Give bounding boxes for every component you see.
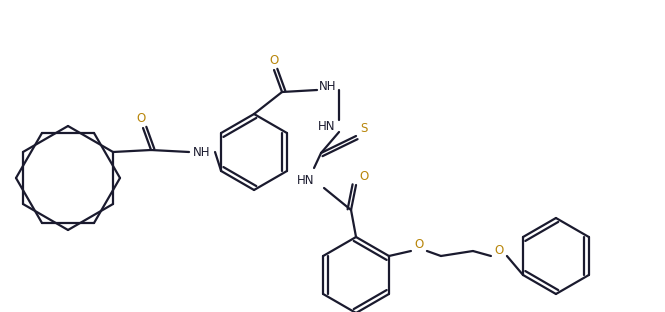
Text: S: S: [360, 121, 368, 134]
Text: HN: HN: [319, 119, 336, 133]
Text: O: O: [414, 238, 424, 251]
Text: O: O: [269, 53, 279, 66]
Text: NH: NH: [194, 145, 211, 158]
Text: O: O: [494, 243, 503, 256]
Text: NH: NH: [319, 80, 336, 92]
Text: O: O: [359, 170, 368, 183]
Text: HN: HN: [297, 173, 315, 187]
Text: O: O: [136, 111, 146, 124]
